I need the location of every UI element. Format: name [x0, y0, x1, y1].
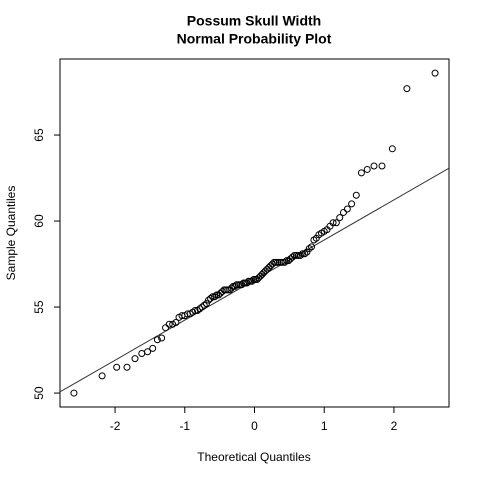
point — [70, 389, 78, 397]
point — [211, 293, 219, 301]
point — [352, 191, 360, 199]
point — [303, 248, 311, 256]
point — [388, 145, 396, 153]
point — [131, 355, 139, 363]
point — [165, 320, 173, 328]
x-tick-label: 0 — [251, 419, 258, 433]
point — [265, 263, 273, 271]
point — [370, 162, 378, 170]
point — [153, 336, 161, 344]
point — [285, 257, 293, 265]
point — [296, 251, 304, 259]
point — [281, 258, 289, 266]
point — [123, 363, 131, 371]
point — [191, 306, 199, 314]
point — [202, 300, 210, 308]
point — [144, 348, 152, 356]
point — [299, 250, 307, 258]
point — [283, 257, 291, 265]
x-axis-label: Theoretical Quantiles — [197, 450, 310, 464]
y-tick-label: 55 — [32, 300, 46, 314]
point — [329, 219, 337, 227]
point — [215, 291, 223, 299]
point — [216, 289, 224, 297]
point — [292, 251, 300, 259]
point — [339, 208, 347, 216]
point — [263, 265, 271, 273]
point — [403, 85, 411, 93]
chart-title: Possum Skull Width — [187, 13, 321, 29]
point — [363, 165, 371, 173]
point — [308, 243, 316, 251]
x-tick-label: -1 — [179, 419, 190, 433]
point — [227, 284, 235, 292]
point — [213, 291, 221, 299]
point — [169, 320, 177, 328]
point — [200, 301, 208, 309]
point — [138, 350, 146, 358]
point — [261, 267, 269, 275]
point — [336, 214, 344, 222]
point — [198, 303, 206, 311]
point — [348, 200, 356, 208]
point — [162, 324, 170, 332]
point — [301, 250, 309, 258]
x-tick-label: -2 — [110, 419, 121, 433]
point — [357, 169, 365, 177]
point — [205, 296, 213, 304]
point — [343, 205, 351, 213]
x-tick-label: 1 — [321, 419, 328, 433]
y-tick-label: 65 — [32, 128, 46, 142]
y-tick-label: 60 — [32, 214, 46, 228]
point — [224, 286, 232, 294]
y-axis-label: Sample Quantiles — [4, 186, 18, 281]
point — [294, 251, 302, 259]
point — [378, 162, 386, 170]
plot-frame — [59, 58, 450, 408]
y-tick-label: 50 — [32, 386, 46, 400]
x-tick-label: 2 — [391, 419, 398, 433]
chart-subtitle: Normal Probability Plot — [177, 31, 332, 47]
point — [172, 319, 180, 327]
point — [207, 294, 215, 302]
point — [149, 344, 157, 352]
point — [332, 219, 340, 227]
point — [98, 372, 106, 380]
point — [286, 255, 294, 263]
point — [113, 363, 121, 371]
point — [431, 69, 439, 77]
point — [158, 334, 166, 342]
